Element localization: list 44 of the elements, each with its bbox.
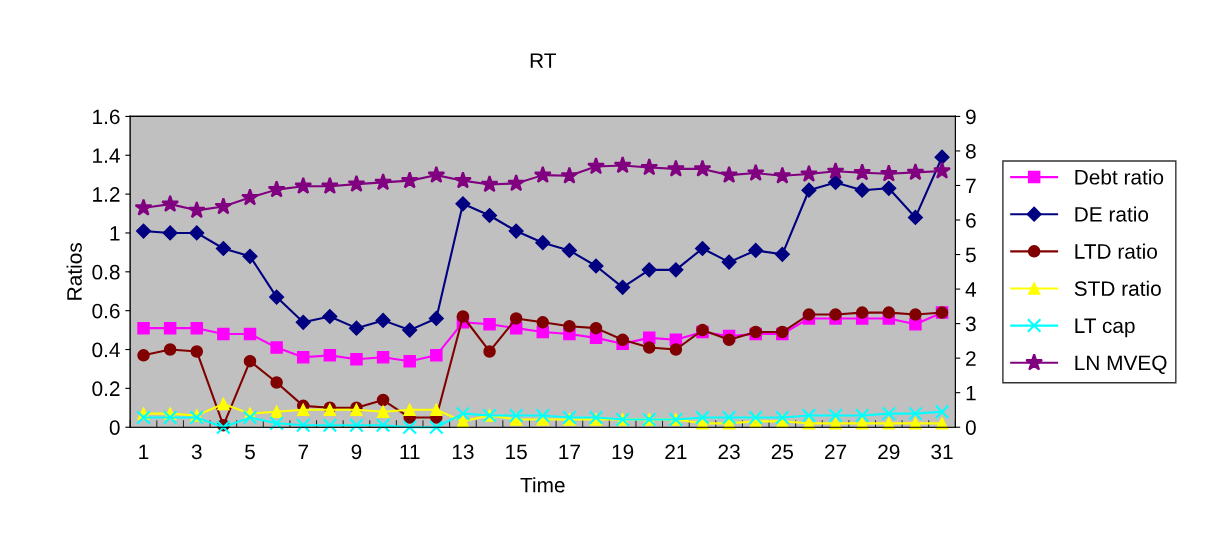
- x-tick-label: 29: [878, 444, 900, 460]
- y-tick-label: 0.2: [92, 381, 120, 397]
- y-tick-label: 1: [110, 226, 120, 241]
- x-tick-label: 9: [351, 444, 362, 460]
- y-tick-label: 0.4: [92, 342, 120, 358]
- y-tick-label: 1.6: [93, 109, 120, 125]
- x-tick-label: 23: [718, 444, 740, 460]
- legend-label: DE ratio: [1075, 206, 1149, 222]
- legend-label: LTD ratio: [1075, 243, 1157, 259]
- y2-tick-label: 0: [965, 420, 976, 435]
- legend-label: LN MVEQ: [1075, 355, 1167, 374]
- x-tick-label: 3: [191, 444, 202, 460]
- x-axis-title: Time: [520, 477, 565, 493]
- y2-tick-label: 6: [966, 213, 976, 228]
- x-tick-label: 1: [139, 444, 149, 459]
- y2-tick-label: 5: [965, 247, 976, 263]
- y2-tick-label: 1: [966, 385, 976, 401]
- y2-tick-label: 3: [965, 316, 976, 332]
- x-tick-label: 7: [298, 444, 308, 459]
- x-tick-label: 17: [559, 444, 580, 459]
- x-tick-label: 25: [771, 444, 794, 460]
- chart-title: RT: [530, 53, 557, 68]
- x-tick-label: 13: [452, 444, 474, 460]
- x-tick-label: 15: [506, 444, 527, 460]
- x-tick-label: 5: [245, 444, 255, 460]
- y-tick-label: 1.4: [93, 148, 120, 163]
- y-tick-label: 0: [109, 420, 120, 435]
- x-tick-label: 21: [665, 444, 687, 459]
- x-tick-label: 31: [931, 444, 953, 460]
- y2-tick-label: 4: [965, 282, 977, 297]
- y-tick-label: 0.8: [92, 264, 120, 280]
- y2-tick-label: 9: [966, 109, 976, 125]
- legend-label: STD ratio: [1074, 280, 1161, 296]
- x-tick-label: 11: [400, 444, 420, 459]
- legend-label: LT cap: [1075, 318, 1135, 338]
- y2-tick-label: 2: [966, 351, 976, 366]
- y-tick-label: 1.2: [93, 187, 120, 202]
- x-tick-label: 27: [825, 444, 847, 459]
- y2-tick-label: 8: [965, 143, 976, 159]
- x-tick-label: 19: [612, 444, 634, 460]
- legend-label: Debt ratio: [1075, 169, 1164, 185]
- y-axis-title: Ratios: [66, 243, 82, 300]
- y-tick-label: 0.6: [92, 303, 120, 319]
- y2-tick-label: 7: [966, 178, 976, 194]
